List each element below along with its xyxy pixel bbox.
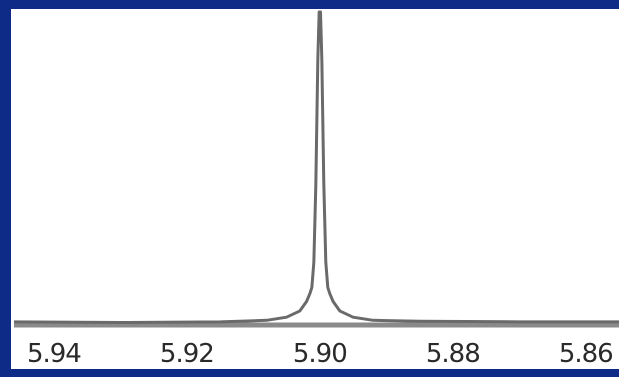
x-tick-label: 5.94 xyxy=(27,339,81,369)
x-tick-label: 5.86 xyxy=(559,339,613,369)
x-tick-label: 5.88 xyxy=(426,339,480,369)
blue-border-bottom xyxy=(0,369,619,377)
series-line xyxy=(13,10,619,324)
blue-border-top xyxy=(0,0,619,9)
x-tick-label: 5.92 xyxy=(160,339,214,369)
x-tick-label: 5.90 xyxy=(293,339,347,369)
blue-border-left xyxy=(0,0,11,377)
x-tick-labels: 5.94 5.92 5.90 5.88 5.86 xyxy=(27,339,614,369)
